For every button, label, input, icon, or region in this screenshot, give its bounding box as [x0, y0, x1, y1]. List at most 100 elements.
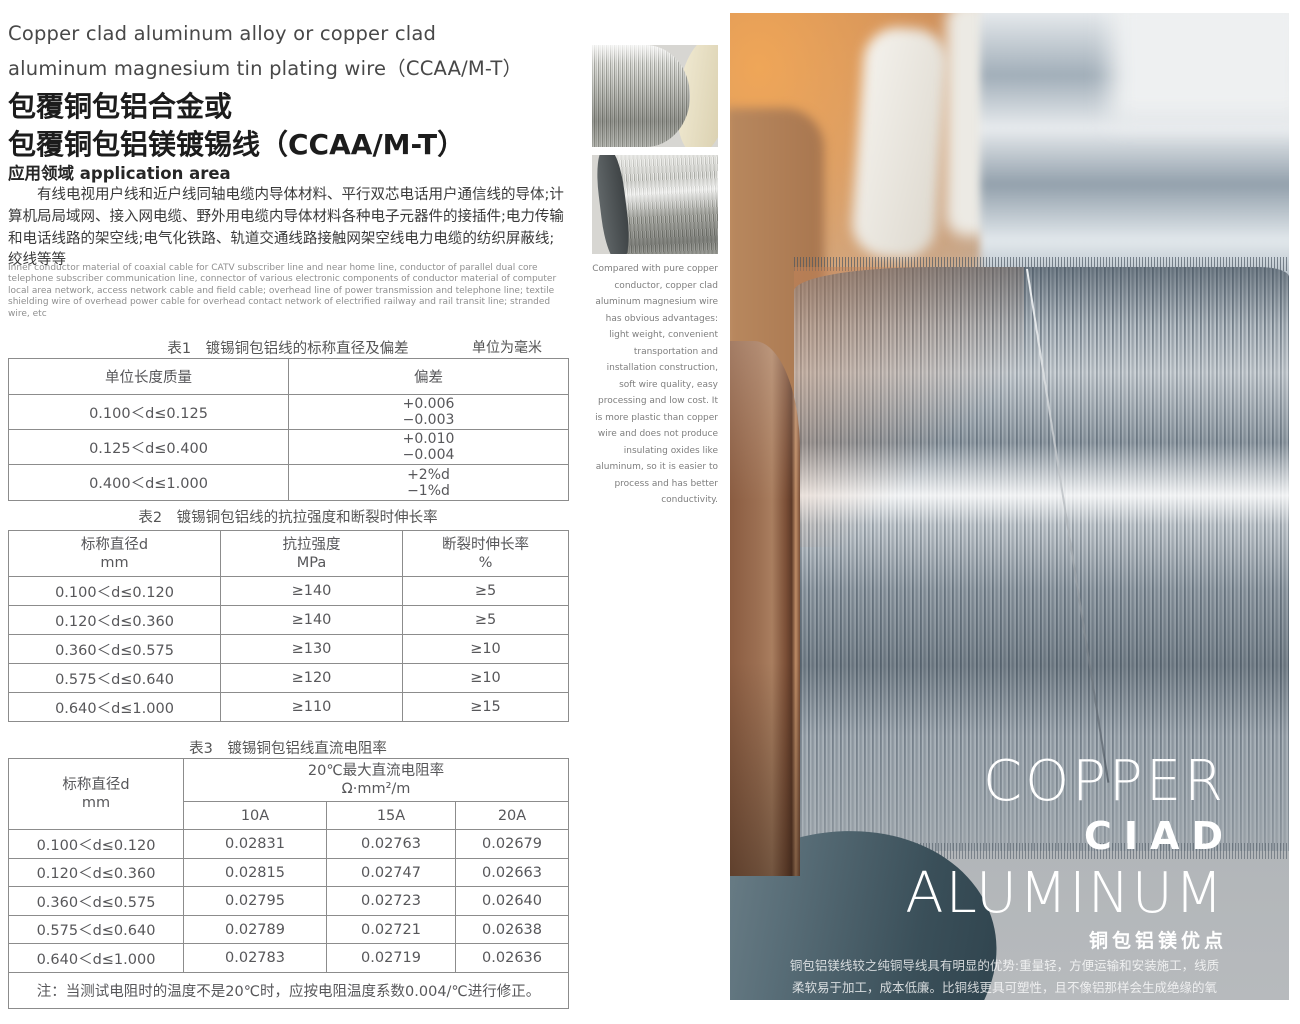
table2-elongation-cell: ≥10: [402, 634, 569, 664]
header-line2: mm: [100, 554, 129, 571]
table2-elongation-cell: ≥5: [402, 576, 569, 606]
table1-deviation-cell: +0.006 −0.003: [288, 394, 569, 430]
hero-word-copper: COPPER: [982, 749, 1226, 814]
deviation-minus: −1%d: [407, 482, 450, 499]
hero-subtitle-zh: 铜包铝镁优点: [1088, 930, 1227, 952]
application-paragraph-zh: 有线电视用户线和近户线同轴电缆内导体材料、平行双芯电话用户通信线的导体;计算机局…: [8, 187, 564, 269]
hero-word-ciad: CIAD: [1084, 814, 1235, 858]
table2-tensile-cell: ≥140: [220, 605, 403, 635]
table1-deviation-cell: +0.010 −0.004: [288, 429, 569, 465]
table1-range-cell: 0.125＜d≤0.400: [8, 429, 289, 465]
table3-value-cell: 0.02679: [454, 829, 570, 859]
header-line1: 标称直径d: [62, 777, 130, 793]
table2-range-cell: 0.640＜d≤1.000: [8, 692, 221, 722]
deviation-minus: −0.004: [402, 447, 455, 463]
header-line1: 20℃最大直流电阻率: [307, 763, 445, 779]
table1-unit-note: 单位为毫米: [472, 340, 542, 356]
background-white-flange: [850, 25, 950, 261]
table3-value-cell: 0.02815: [183, 858, 327, 887]
title-english-line2: aluminum magnesium tin plating wire（CCAA…: [8, 57, 523, 80]
table2-elongation-cell: ≥10: [402, 663, 569, 693]
table3-range-cell: 0.640＜d≤1.000: [8, 943, 184, 973]
title-chinese-line2: 包覆铜包铝镁镀锡线（CCAA/M-T）: [8, 128, 466, 161]
table1-caption-row: 表1 镀锡铜包铝线的标称直径及偏差 单位为毫米: [8, 337, 568, 358]
table3-subheader-15a: 15A: [326, 801, 456, 830]
deviation-minus: −0.003: [402, 412, 455, 428]
table2-tensile-elongation: 标称直径d mm 抗拉强度 MPa 断裂时伸长率 % 0.100＜d≤0.120…: [8, 530, 569, 722]
comparison-paragraph-en: Compared with pure copper conductor, cop…: [592, 264, 718, 505]
table1-range-cell: 0.100＜d≤0.125: [8, 394, 289, 430]
spool-flange-tan: [730, 341, 800, 876]
header-line1: 抗拉强度: [282, 536, 341, 553]
table2-range-cell: 0.575＜d≤0.640: [8, 663, 221, 693]
table3-subheader-10a: 10A: [183, 801, 327, 830]
table3-subheader-20a: 20A: [454, 801, 570, 830]
table2-tensile-cell: ≥140: [220, 576, 403, 606]
table3-value-cell: 0.02721: [326, 915, 456, 944]
table3-value-cell: 0.02831: [183, 829, 327, 859]
table2-tensile-cell: ≥120: [220, 663, 403, 693]
table3-value-cell: 0.02783: [183, 943, 327, 973]
deviation-plus: +0.010: [402, 431, 455, 447]
title-chinese-line1: 包覆铜包铝合金或: [8, 90, 233, 123]
table3-value-cell: 0.02719: [326, 943, 456, 973]
table2-tensile-cell: ≥110: [220, 692, 403, 722]
wire-coil-texture: [592, 45, 690, 147]
header-line2: MPa: [296, 554, 327, 571]
background-highlight: [1110, 13, 1289, 123]
header-line2: %: [478, 554, 493, 571]
table2-header-diameter: 标称直径d mm: [8, 530, 221, 577]
table1-range-cell: 0.400＜d≤1.000: [8, 464, 289, 501]
application-paragraph-en: Inner conductor material of coaxial cabl…: [8, 263, 557, 319]
table3-value-cell: 0.02640: [454, 886, 570, 916]
table2-elongation-cell: ≥15: [402, 692, 569, 722]
title-english-line1: Copper clad aluminum alloy or copper cla…: [8, 22, 437, 45]
table3-range-cell: 0.575＜d≤0.640: [8, 915, 184, 944]
table3-value-cell: 0.02795: [183, 886, 327, 916]
table3-range-cell: 0.360＜d≤0.575: [8, 886, 184, 916]
header-line2: mm: [81, 795, 111, 811]
table3-value-cell: 0.02789: [183, 915, 327, 944]
table1-diameter-deviation: 单位长度质量 偏差 0.100＜d≤0.125 +0.006 −0.003 0.…: [8, 358, 569, 501]
table3-header-resistivity: 20℃最大直流电阻率 Ω·mm²/m: [182, 758, 570, 802]
header-line1: 标称直径d: [80, 536, 149, 553]
table3-caption: 表3 镀锡铜包铝线直流电阻率: [189, 741, 387, 757]
wire-spool-photo-2: [592, 155, 718, 254]
table1-header-deviation: 偏差: [288, 358, 569, 395]
table1-deviation-cell: +2%d −1%d: [288, 464, 569, 501]
title-chinese: 包覆铜包铝合金或 包覆铜包铝镁镀锡线（CCAA/M-T）: [8, 88, 465, 164]
table2-tensile-cell: ≥130: [220, 634, 403, 664]
table3-value-cell: 0.02723: [326, 886, 456, 916]
header-line2: Ω·mm²/m: [341, 781, 411, 797]
table3-value-cell: 0.02747: [326, 858, 456, 887]
table2-caption: 表2 镀锡铜包铝线的抗拉强度和断裂时伸长率: [138, 510, 438, 526]
table3-value-cell: 0.02663: [454, 858, 570, 887]
table1-header-mass: 单位长度质量: [8, 358, 289, 395]
hero-text-overlay: COPPER CIAD ALUMINUM 铜包铝镁优点 铜包铝镁线较之纯铜导线具…: [786, 751, 1223, 1000]
table2-range-cell: 0.360＜d≤0.575: [8, 634, 221, 664]
table3-range-cell: 0.100＜d≤0.120: [8, 829, 184, 859]
application-area-label: 应用领域 application area: [8, 164, 231, 183]
hero-word-aluminum: ALUMINUM: [905, 861, 1225, 926]
table3-value-cell: 0.02638: [454, 915, 570, 944]
table1-caption: 表1 镀锡铜包铝线的标称直径及偏差: [167, 341, 409, 357]
title-english: Copper clad aluminum alloy or copper cla…: [8, 16, 522, 86]
table3-range-cell: 0.120＜d≤0.360: [8, 858, 184, 887]
table2-elongation-cell: ≥5: [402, 605, 569, 635]
table2-header-tensile: 抗拉强度 MPa: [220, 530, 403, 577]
table3-header-diameter: 标称直径d mm: [8, 758, 184, 830]
deviation-plus: +2%d: [407, 466, 450, 483]
table3-note: 注：当测试电阻时的温度不是20℃时，应按电阻温度系数0.004/℃进行修正。: [7, 972, 570, 1009]
hero-photo: COPPER CIAD ALUMINUM 铜包铝镁优点 铜包铝镁线较之纯铜导线具…: [730, 13, 1289, 1000]
hero-paragraph-zh: 铜包铝镁线较之纯铜导线具有明显的优势:重量轻，方便运输和安装施工，线质柔软易于加…: [789, 958, 1220, 995]
table3-dc-resistivity: 标称直径d mm 20℃最大直流电阻率 Ω·mm²/m 10A 15A 20A …: [7, 758, 570, 1009]
header-line1: 断裂时伸长率: [442, 536, 529, 553]
table2-range-cell: 0.100＜d≤0.120: [8, 576, 221, 606]
wire-warm-reflection: [794, 267, 1024, 547]
table3-value-cell: 0.02636: [454, 943, 570, 973]
wire-spool-photo-1: [592, 45, 718, 147]
deviation-plus: +0.006: [402, 396, 455, 412]
table2-range-cell: 0.120＜d≤0.360: [8, 605, 221, 635]
table2-header-elongation: 断裂时伸长率 %: [402, 530, 569, 577]
table3-value-cell: 0.02763: [326, 829, 456, 859]
